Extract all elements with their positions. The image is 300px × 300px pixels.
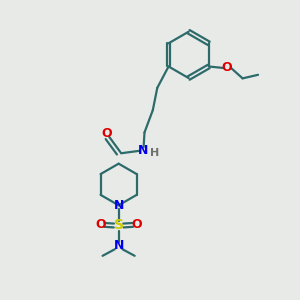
Text: S: S (114, 218, 124, 233)
Text: H: H (150, 148, 159, 158)
Text: N: N (138, 144, 148, 158)
Text: N: N (113, 239, 124, 252)
Text: O: O (132, 218, 142, 231)
Text: O: O (95, 218, 106, 231)
Text: O: O (222, 61, 232, 74)
Text: N: N (113, 199, 124, 212)
Text: O: O (101, 127, 112, 140)
